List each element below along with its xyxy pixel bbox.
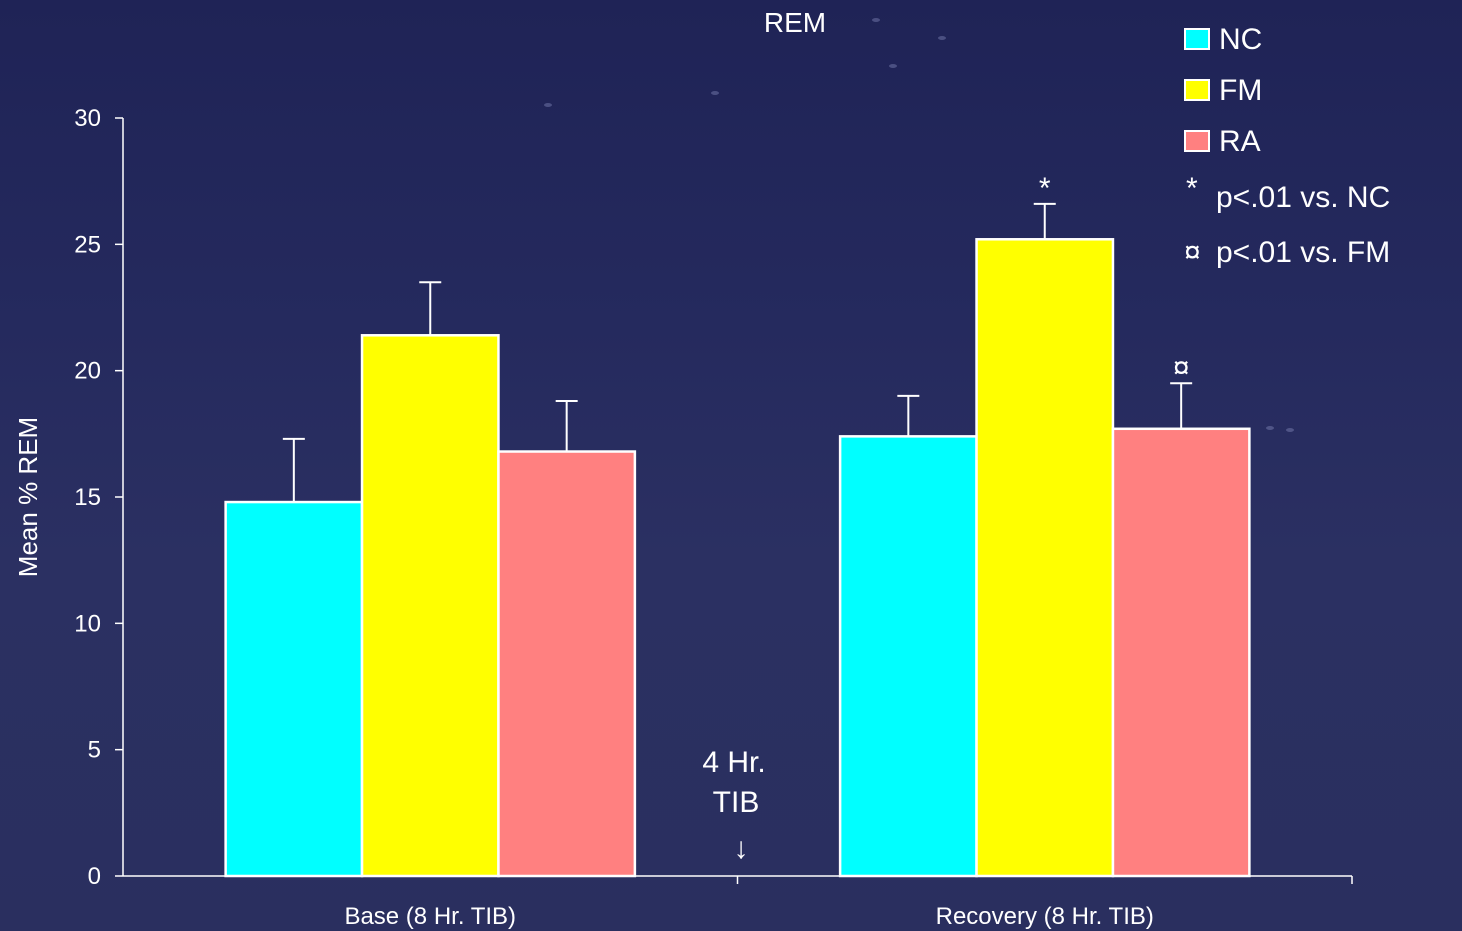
chart-title: REM <box>764 7 826 38</box>
y-axis-label: Mean % REM <box>13 417 43 577</box>
y-tick-label: 20 <box>74 358 101 385</box>
x-axis-ticks: Base (8 Hr. TIB) Recovery (8 Hr. TIB) <box>344 876 1353 930</box>
significance-marker: * <box>1039 172 1051 205</box>
x-tick-label: Recovery (8 Hr. TIB) <box>936 903 1154 930</box>
bar-ra <box>497 450 637 878</box>
background-specks <box>544 18 1294 432</box>
y-tick-label: 0 <box>88 863 101 890</box>
bar-nc <box>224 500 364 878</box>
y-tick-label: 10 <box>74 610 101 637</box>
annotation-arrow: ↓ <box>734 832 749 865</box>
note-text-currency: p<.01 vs. FM <box>1216 236 1390 269</box>
y-tick-label: 5 <box>88 737 101 764</box>
legend-label-fm: FM <box>1219 74 1262 107</box>
legend: NC FM RA * p<.01 vs. NC ¤ p<.01 vs. FM <box>1184 23 1390 269</box>
bar-fm <box>360 334 500 878</box>
legend-swatch-nc <box>1184 28 1210 50</box>
legend-swatch-fm <box>1184 79 1210 101</box>
significance-marker: ¤ <box>1173 351 1190 384</box>
background-speck <box>711 91 719 95</box>
bar-series: *¤ <box>224 172 1251 878</box>
y-tick-label: 15 <box>74 484 101 511</box>
legend-label-nc: NC <box>1219 23 1262 56</box>
y-tick-label: 25 <box>74 231 101 258</box>
background-speck <box>938 36 946 40</box>
background-speck <box>889 64 897 68</box>
bar-fm <box>975 238 1115 878</box>
background-speck <box>872 18 880 22</box>
annotation: 4 Hr. TIB ↓ <box>702 746 765 865</box>
background-speck <box>1286 428 1294 432</box>
bar-ra <box>1111 427 1251 878</box>
legend-swatch-ra <box>1184 130 1210 152</box>
note-text-star: p<.01 vs. NC <box>1216 181 1390 214</box>
legend-label-ra: RA <box>1219 125 1261 158</box>
note-symbol-currency: ¤ <box>1184 236 1201 269</box>
x-tick-label: Base (8 Hr. TIB) <box>344 903 516 930</box>
y-axis-ticks: 0 5 10 15 20 25 30 <box>74 105 123 890</box>
annotation-line-1: 4 Hr. <box>702 746 765 779</box>
background-speck <box>544 103 552 107</box>
y-tick-label: 30 <box>74 105 101 132</box>
note-symbol-star: * <box>1186 172 1198 205</box>
background-speck <box>1266 426 1274 430</box>
annotation-line-2: TIB <box>713 786 760 819</box>
bar-nc <box>838 435 978 878</box>
